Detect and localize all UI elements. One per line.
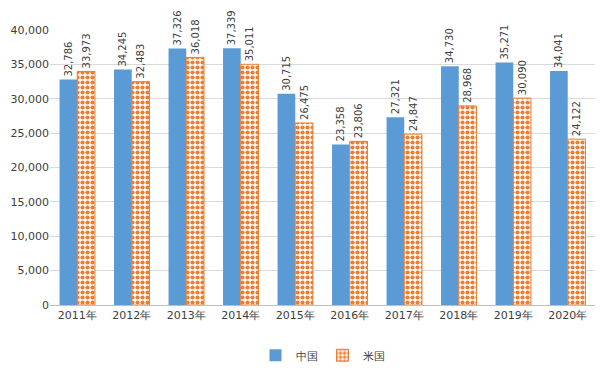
svg-text:23,358: 23,358: [335, 106, 346, 141]
svg-text:36,018: 36,018: [190, 19, 201, 54]
svg-text:33,973: 33,973: [81, 33, 92, 68]
svg-text:2014年: 2014年: [221, 309, 260, 322]
svg-text:34,041: 34,041: [553, 33, 564, 68]
svg-text:5,000: 5,000: [18, 264, 50, 277]
svg-text:2017年: 2017年: [385, 309, 424, 322]
svg-text:24,847: 24,847: [408, 96, 419, 131]
svg-text:35,271: 35,271: [499, 25, 510, 60]
svg-text:2020年: 2020年: [548, 309, 587, 322]
svg-text:28,968: 28,968: [462, 68, 473, 103]
svg-text:24,122: 24,122: [571, 101, 582, 136]
svg-text:0: 0: [42, 299, 49, 312]
svg-text:10,000: 10,000: [11, 230, 50, 243]
svg-text:2013年: 2013年: [167, 309, 206, 322]
svg-text:中国: 中国: [296, 350, 318, 363]
svg-text:2016年: 2016年: [330, 309, 369, 322]
svg-text:30,715: 30,715: [281, 56, 292, 91]
svg-text:27,321: 27,321: [390, 79, 401, 114]
svg-text:35,000: 35,000: [11, 58, 50, 71]
svg-text:25,000: 25,000: [11, 127, 50, 140]
svg-text:米国: 米国: [363, 350, 385, 363]
svg-text:40,000: 40,000: [11, 24, 50, 37]
svg-text:30,000: 30,000: [11, 93, 50, 106]
svg-text:26,475: 26,475: [299, 85, 310, 120]
svg-text:2012年: 2012年: [112, 309, 151, 322]
svg-text:2018年: 2018年: [439, 309, 478, 322]
svg-text:34,245: 34,245: [117, 32, 128, 67]
svg-text:32,483: 32,483: [135, 44, 146, 79]
svg-text:2015年: 2015年: [276, 309, 315, 322]
svg-text:2019年: 2019年: [494, 309, 533, 322]
svg-text:37,339: 37,339: [226, 10, 237, 45]
svg-text:15,000: 15,000: [11, 196, 50, 209]
svg-text:20,000: 20,000: [11, 161, 50, 174]
svg-text:37,326: 37,326: [172, 10, 183, 45]
svg-text:35,011: 35,011: [244, 26, 255, 61]
svg-text:23,806: 23,806: [353, 103, 364, 138]
svg-text:2011年: 2011年: [58, 309, 97, 322]
svg-text:30,090: 30,090: [517, 60, 528, 95]
svg-text:34,730: 34,730: [444, 28, 455, 63]
svg-text:32,786: 32,786: [63, 42, 74, 77]
